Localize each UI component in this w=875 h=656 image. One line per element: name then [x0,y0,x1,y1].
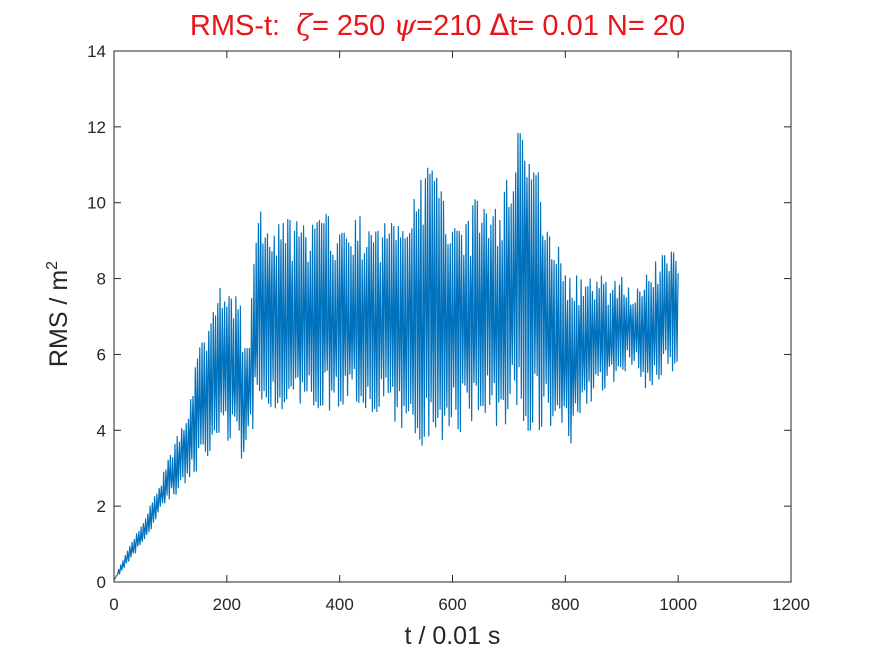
x-tick-label: 400 [325,595,353,614]
x-tick-label: 800 [551,595,579,614]
y-axis-label-text: RMS / m [45,269,73,368]
y-tick-label: 14 [87,42,106,61]
title-psi-value: =210 [416,10,482,42]
y-tick-label: 8 [97,270,106,289]
y-tick-label: 0 [97,573,106,592]
y-tick-label: 2 [97,497,106,516]
x-tick-label: 0 [109,595,118,614]
title-psi-symbol: ψ [393,8,417,42]
x-tick-label: 1200 [772,595,810,614]
title-zeta-symbol: ζ [296,8,312,42]
x-tick-label: 1000 [659,595,697,614]
chart-title: RMS-t: ζ= 250 ψ=210 Δt= 0.01 N= 20 [0,8,875,43]
y-axis-label-exponent: 2 [44,260,61,270]
title-delta-symbol: Δ [489,8,510,42]
x-tick-label: 200 [213,595,241,614]
y-tick-label: 12 [87,118,106,137]
y-tick-label: 10 [87,194,106,213]
y-tick-label: 6 [97,345,106,364]
y-axis-label: RMS / m2 [44,261,74,367]
series-layer [113,132,679,581]
rms-series-line [113,132,679,581]
title-delta-text: t= 0.01 N= 20 [509,10,686,42]
title-zeta-value: = 250 [311,10,386,42]
tick-layer: 0 200 400 600 800 1000 1200 0 2 4 6 8 10 12 14 [87,42,810,614]
title-prefix: RMS-t: [189,10,281,42]
x-axis-label: t / 0.01 s [404,622,501,650]
x-tick-label: 600 [438,595,466,614]
y-tick-label: 4 [97,421,106,440]
